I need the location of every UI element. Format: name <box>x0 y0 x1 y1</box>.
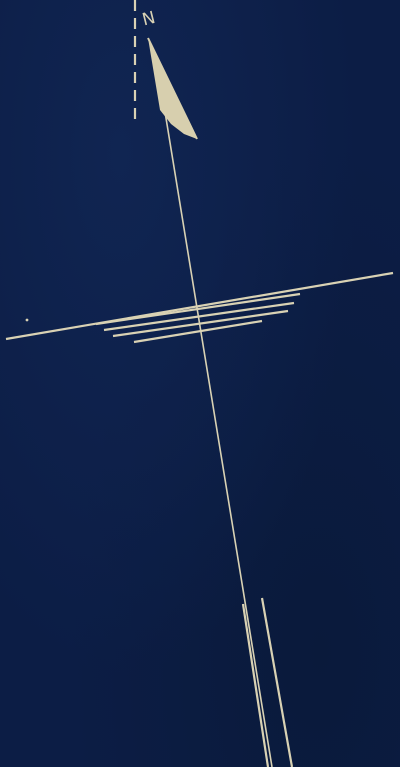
cross-line <box>5 271 394 341</box>
lower-parallel-line-right <box>260 597 294 767</box>
speck <box>25 318 29 322</box>
north-arrow-edge <box>147 37 198 140</box>
hatch-line-4 <box>133 319 263 344</box>
north-label: N <box>140 8 157 30</box>
hatch-line-2 <box>103 301 295 332</box>
main-axis-line <box>164 111 273 767</box>
lower-parallel-line-left <box>241 603 270 767</box>
hatch-line-1 <box>95 292 301 326</box>
hatch-line-3 <box>112 309 289 338</box>
